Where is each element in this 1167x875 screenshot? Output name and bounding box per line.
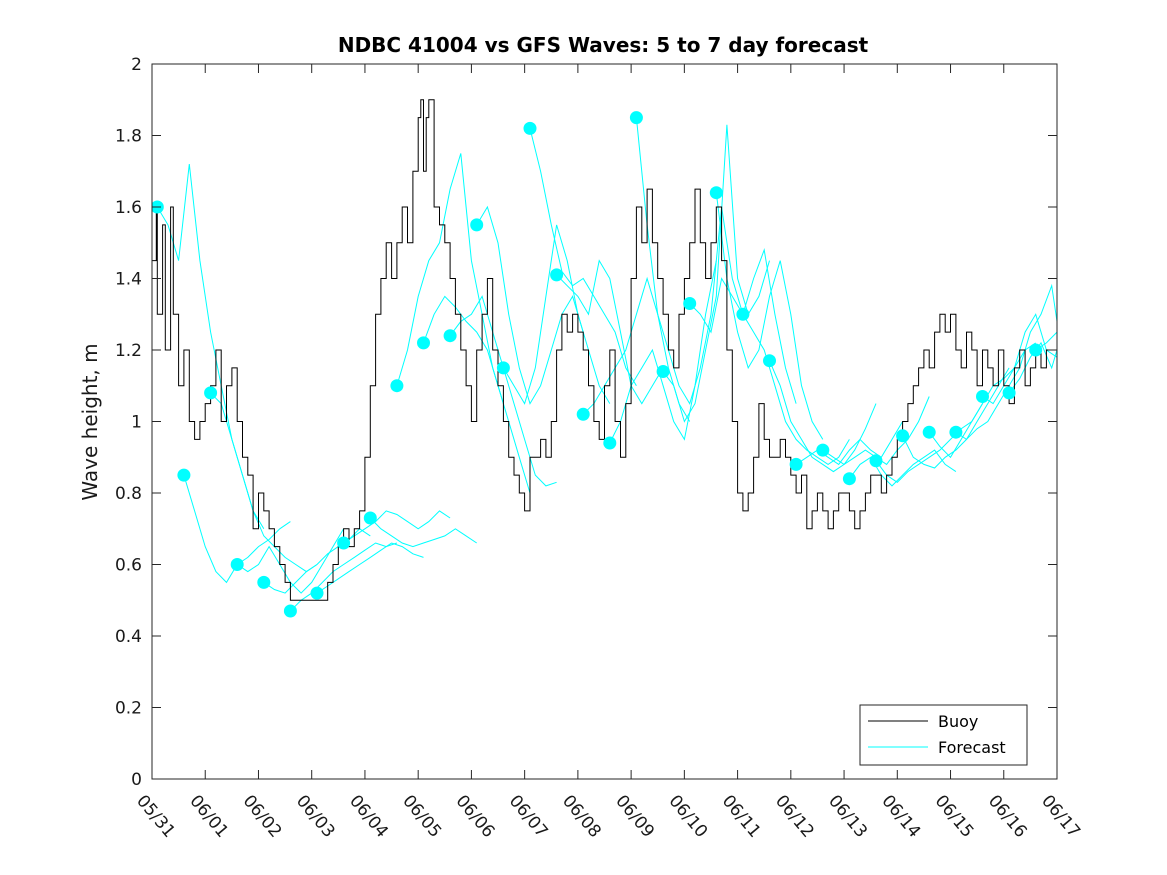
- legend: Buoy Forecast: [859, 704, 1028, 766]
- forecast-start-marker: [363, 511, 377, 525]
- forecast-start-marker: [470, 218, 484, 232]
- forecast-run-line: [210, 392, 318, 573]
- forecast-run-line: [263, 528, 371, 594]
- forecast-start-marker: [816, 443, 830, 457]
- forecast-start-marker: [230, 558, 244, 571]
- y-tick-label: 1.2: [115, 341, 142, 361]
- legend-box: [859, 704, 1028, 766]
- legend-buoy-label: Buoy: [938, 712, 978, 731]
- x-tick-label: 06/03: [292, 791, 339, 841]
- x-tick-label: 06/12: [771, 791, 818, 841]
- forecast-start-marker: [896, 429, 910, 443]
- chart-title: NDBC 41004 vs GFS Waves: 5 to 7 day fore…: [338, 33, 869, 57]
- y-tick-label: 0.8: [115, 484, 142, 504]
- forecast-start-marker: [283, 604, 297, 618]
- forecast-run-line: [556, 259, 664, 405]
- x-tick-label: 06/15: [931, 791, 978, 841]
- x-tick-label: 06/07: [505, 791, 552, 841]
- y-tick-label: 1.6: [115, 198, 142, 218]
- buoy-line: [152, 99, 1057, 601]
- forecast-run-line: [742, 314, 850, 466]
- y-tick-label: 1.8: [115, 127, 142, 147]
- y-tick-label: 1: [131, 413, 142, 433]
- legend-forecast-label: Forecast: [938, 738, 1006, 757]
- forecast-start-marker: [603, 436, 617, 450]
- forecast-start-marker: [204, 386, 218, 400]
- forecast-start-marker: [922, 425, 936, 439]
- forecast-run-line: [369, 517, 477, 548]
- y-tick-label: 0.6: [115, 556, 142, 576]
- forecast-start-marker: [576, 407, 590, 421]
- forecast-start-marker: [1029, 343, 1043, 357]
- forecast-start-marker: [1002, 386, 1016, 400]
- x-tick-label: 06/09: [611, 791, 658, 841]
- x-tick-label: 06/17: [1037, 791, 1084, 841]
- forecast-start-marker: [496, 361, 510, 375]
- y-tick-label: 0: [131, 770, 142, 790]
- forecast-run-line: [795, 421, 904, 466]
- y-tick-label: 1.4: [115, 270, 142, 290]
- y-axis-label: Wave height, m: [78, 343, 102, 500]
- forecast-start-marker: [257, 575, 271, 589]
- forecast-run-line: [582, 276, 691, 422]
- forecast-start-marker: [842, 472, 856, 486]
- forecast-run-line: [502, 224, 611, 405]
- x-tick-label: 06/06: [452, 791, 499, 841]
- forecast-start-marker: [417, 336, 430, 350]
- x-tick-label: 06/13: [824, 791, 871, 841]
- x-tick-label: 06/08: [558, 791, 605, 841]
- x-tick-label: 06/16: [984, 791, 1031, 841]
- forecast-run-line: [476, 205, 584, 405]
- forecast-run-line: [290, 542, 398, 612]
- forecast-start-marker: [709, 186, 723, 200]
- forecast-run-line: [848, 449, 957, 487]
- forecast-start-marker: [656, 365, 670, 378]
- forecast-run-line: [635, 117, 744, 405]
- forecast-start-marker: [949, 425, 963, 439]
- forecast-start-marker: [310, 586, 324, 600]
- forecast-start-marker: [390, 379, 404, 393]
- x-tick-label: 05/31: [132, 791, 179, 841]
- forecast-run-line: [928, 342, 1036, 459]
- forecast-run-line: [715, 192, 824, 440]
- series-layer: [152, 99, 1057, 618]
- x-tick-label: 06/10: [665, 791, 712, 841]
- forecast-start-marker: [789, 457, 803, 471]
- forecast-start-marker: [337, 536, 351, 550]
- x-tick-label: 06/02: [239, 791, 286, 841]
- forecast-start-marker: [869, 454, 883, 468]
- forecast-run-line: [769, 360, 877, 473]
- forecast-start-marker: [550, 268, 564, 282]
- forecast-run-line: [902, 367, 1010, 469]
- forecast-start-marker: [523, 121, 537, 135]
- forecast-start-marker: [683, 297, 697, 310]
- forecast-run-line: [529, 128, 637, 386]
- y-tick-label: 0.2: [115, 699, 142, 719]
- x-tick-label: 06/11: [718, 791, 765, 841]
- forecast-start-marker: [177, 468, 191, 482]
- forecast-run-line: [343, 510, 451, 544]
- forecast-start-marker: [763, 354, 776, 368]
- forecast-run-line: [662, 124, 770, 423]
- forecast-run-line: [423, 295, 531, 494]
- forecast-start-marker: [976, 390, 989, 403]
- forecast-start-marker: [443, 329, 457, 343]
- forecast-start-marker: [629, 111, 643, 125]
- y-tick-label: 0.4: [115, 627, 142, 647]
- forecast-run-line: [609, 260, 717, 444]
- forecast-start-marker: [736, 307, 750, 321]
- x-tick-label: 06/01: [185, 791, 232, 841]
- forecast-run-line: [316, 542, 424, 594]
- forecast-run-line: [875, 403, 983, 483]
- x-tick-label: 06/05: [398, 791, 445, 841]
- x-tick-label: 06/04: [345, 791, 392, 841]
- forecast-run-line: [396, 153, 504, 404]
- forecast-run-line: [955, 283, 1057, 441]
- y-tick-label: 2: [131, 55, 142, 75]
- x-tick-label: 06/14: [877, 791, 924, 841]
